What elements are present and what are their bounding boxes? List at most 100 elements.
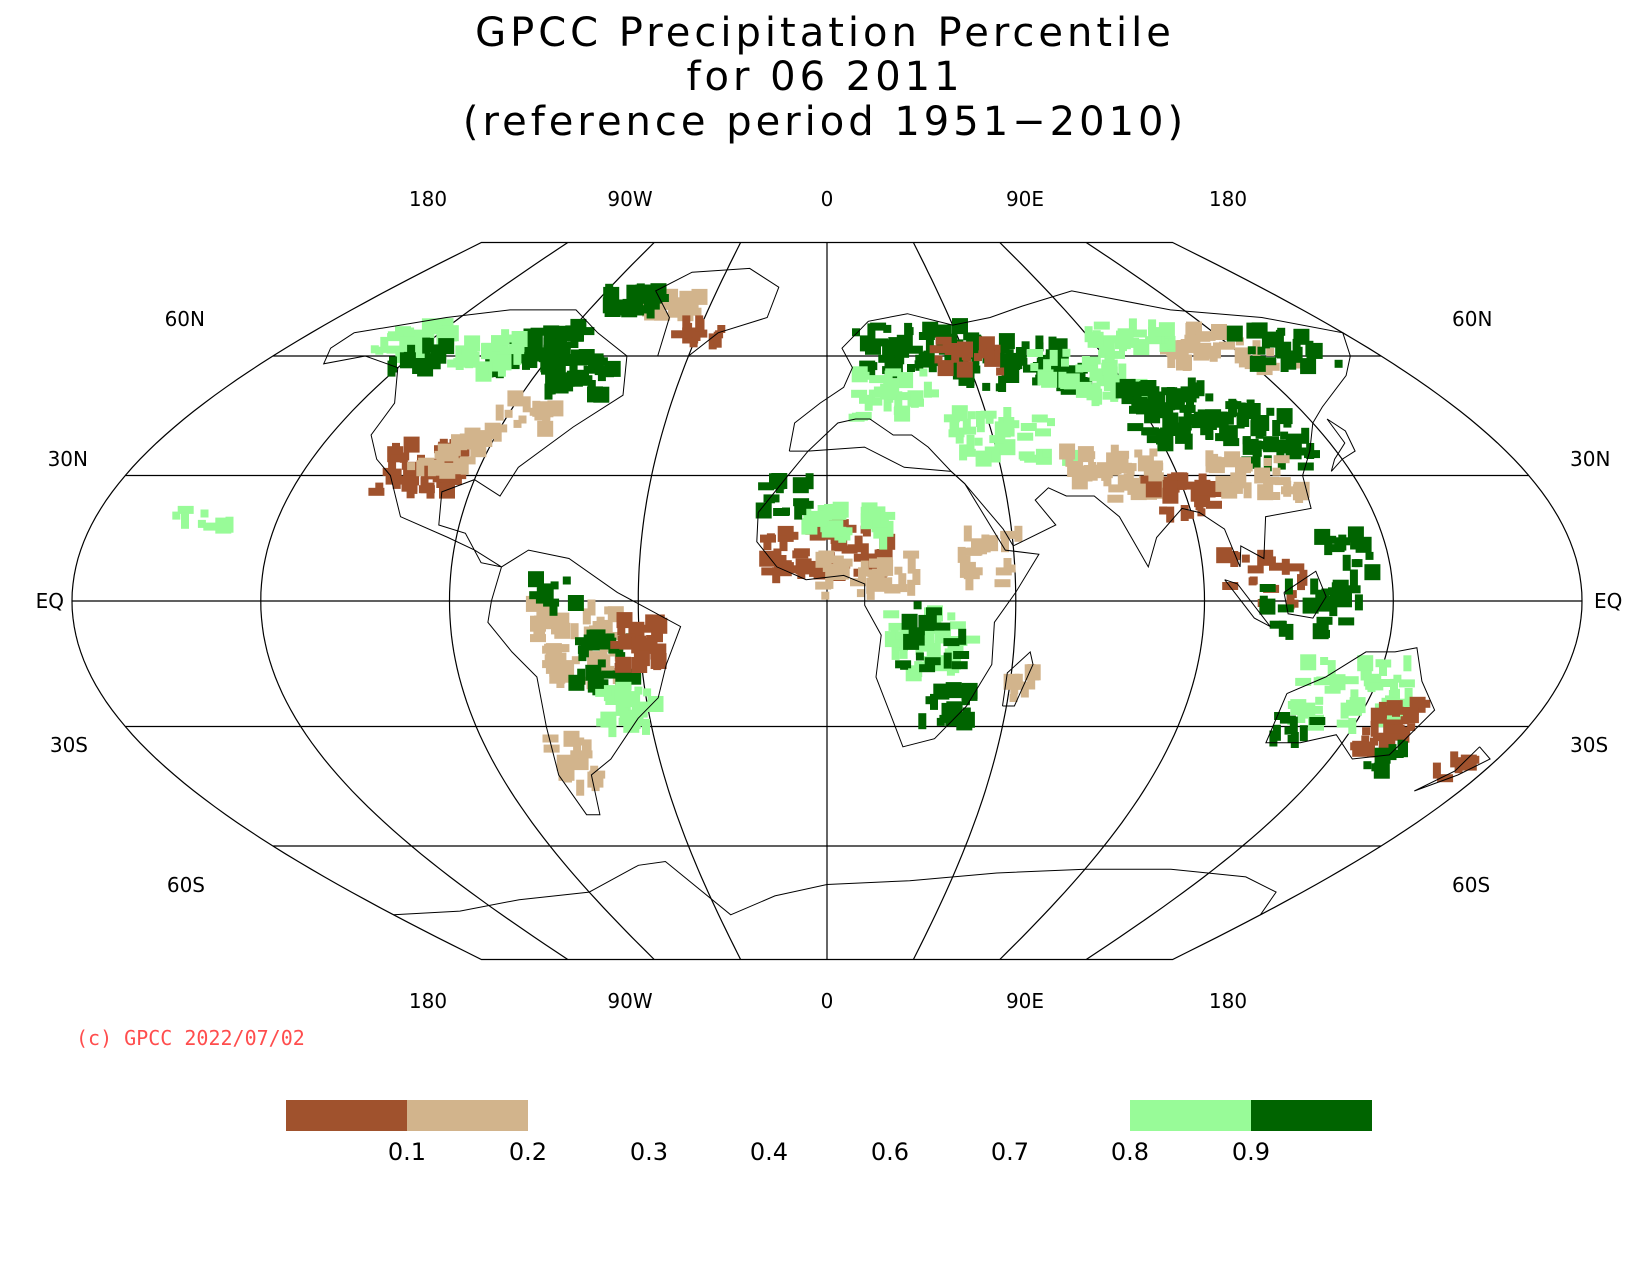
coastline [1326, 418, 1356, 472]
percentile-cell [1210, 453, 1219, 462]
percentile-cell [782, 507, 790, 516]
lat-label-right-30n: 30N [1570, 447, 1610, 471]
percentile-cell [860, 543, 869, 560]
lat-label-left-eq: EQ [36, 589, 64, 613]
percentile-cell [1169, 478, 1178, 494]
percentile-cell [1386, 700, 1403, 709]
percentile-cell [1167, 352, 1176, 368]
percentile-cell [1065, 458, 1074, 467]
percentile-cell [578, 645, 587, 662]
percentile-cell [1180, 505, 1189, 521]
percentile-cell [453, 358, 470, 367]
percentile-cell [441, 472, 450, 489]
percentile-cell [1091, 390, 1100, 407]
percentile-cell [908, 627, 925, 636]
percentile-cell [1020, 681, 1029, 698]
percentile-cell [532, 401, 549, 410]
percentile-cell [1349, 569, 1358, 586]
percentile-cell [650, 653, 667, 669]
percentile-cell [1042, 449, 1051, 458]
percentile-cell [547, 400, 564, 417]
percentile-cell [867, 323, 876, 340]
percentile-cell [1195, 494, 1204, 511]
percentile-cell [547, 378, 556, 395]
percentile-cell [885, 559, 894, 576]
percentile-cell [671, 330, 688, 339]
percentile-cell [689, 339, 698, 348]
percentile-cell [445, 477, 462, 486]
percentile-cell [577, 668, 586, 685]
percentile-cell [1145, 481, 1162, 498]
percentile-cell [420, 470, 429, 479]
percentile-cell [523, 351, 531, 360]
percentile-cell [1207, 332, 1216, 341]
percentile-cell [668, 297, 685, 306]
percentile-cell [798, 499, 807, 516]
percentile-cell [442, 445, 459, 462]
percentile-cell [974, 437, 983, 446]
percentile-cell [888, 622, 905, 631]
percentile-cell [879, 511, 896, 520]
percentile-cell [225, 516, 234, 533]
percentile-cell [958, 363, 967, 372]
percentile-cell [951, 405, 968, 422]
percentile-cell [631, 637, 640, 654]
percentile-cell [368, 487, 385, 496]
percentile-cell [428, 459, 445, 468]
percentile-cell [555, 338, 564, 355]
percentile-cell [1400, 741, 1408, 758]
percentile-cell [866, 583, 875, 600]
percentile-cell [1093, 321, 1110, 330]
legend-tick-0.6: 0.6 [871, 1138, 909, 1166]
percentile-cell [1370, 737, 1378, 746]
percentile-cell [1197, 409, 1206, 418]
percentile-cell [1263, 476, 1280, 485]
percentile-cell [1027, 349, 1043, 357]
percentile-cell [978, 336, 995, 353]
percentile-cell [1328, 544, 1345, 553]
percentile-cell [1398, 679, 1415, 688]
percentile-cell [537, 603, 553, 620]
percentile-cell [860, 560, 869, 577]
coastline [756, 446, 1040, 748]
percentile-cell [518, 415, 527, 424]
percentile-cell [888, 337, 905, 346]
percentile-cell [994, 579, 1011, 588]
percentile-cell [872, 519, 889, 528]
percentile-cell [453, 458, 462, 475]
percentile-cell [958, 711, 975, 728]
percentile-cell [884, 577, 893, 594]
percentile-cell [537, 630, 546, 639]
percentile-cell [1175, 422, 1192, 431]
percentile-cell [910, 391, 919, 408]
percentile-cell [576, 737, 585, 746]
percentile-cell [1310, 578, 1319, 595]
percentile-cell [1365, 551, 1374, 560]
percentile-cell [962, 555, 971, 564]
percentile-cell [823, 526, 840, 535]
percentile-cell [513, 348, 522, 365]
percentile-cell [409, 477, 418, 494]
percentile-cell [1162, 479, 1171, 496]
percentile-cell [659, 617, 668, 634]
percentile-cell [872, 508, 881, 525]
percentile-cell [925, 696, 934, 705]
percentile-cell [439, 462, 456, 479]
percentile-cell [1367, 741, 1375, 758]
percentile-cell [1275, 439, 1284, 448]
percentile-cell [918, 332, 935, 340]
percentile-cell [1379, 660, 1387, 676]
percentile-cell [1024, 454, 1041, 463]
percentile-cell [1403, 655, 1412, 672]
percentile-cell [827, 555, 844, 564]
percentile-cell [407, 462, 416, 471]
percentile-cell [567, 595, 584, 611]
coastline [655, 267, 780, 357]
percentile-cell [969, 363, 978, 372]
percentile-cell [1338, 534, 1347, 551]
percentile-cell [1279, 715, 1296, 724]
percentile-cell [821, 591, 830, 600]
percentile-cell [763, 494, 780, 503]
percentile-cell [1266, 348, 1275, 356]
percentile-cell [976, 416, 985, 433]
